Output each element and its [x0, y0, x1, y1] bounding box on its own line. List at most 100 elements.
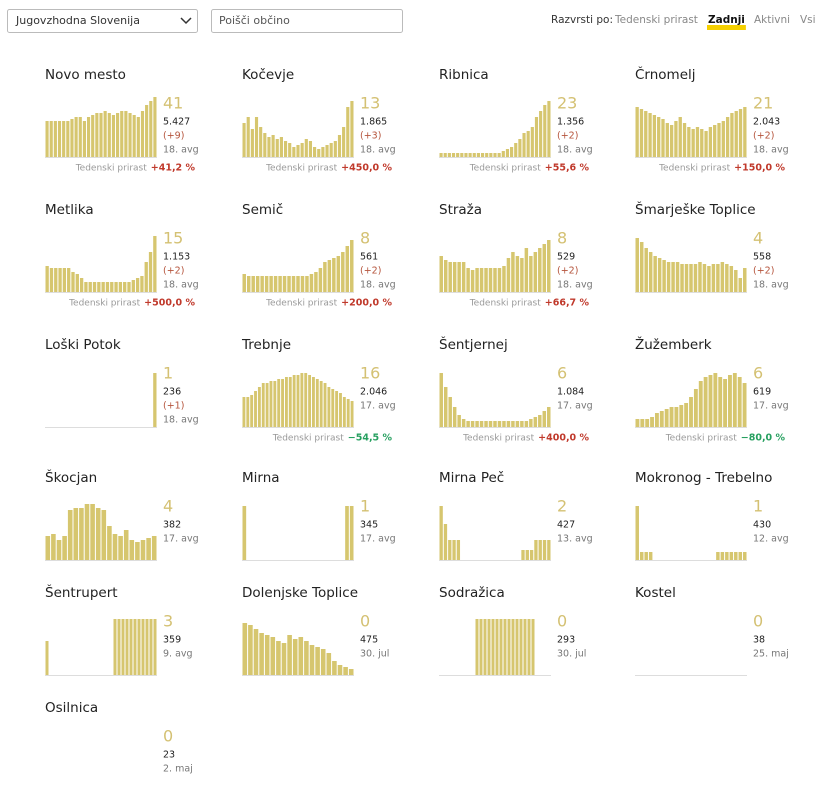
bar: [284, 377, 288, 427]
bar: [53, 121, 57, 157]
bar: [648, 252, 653, 292]
bar: [547, 240, 551, 292]
card-title: Mirna: [242, 470, 280, 486]
bar: [687, 127, 691, 157]
bar: [132, 115, 136, 157]
bar: [538, 540, 542, 560]
bar: [732, 373, 737, 427]
last-date: 25. maj: [753, 649, 789, 660]
bar: [721, 121, 725, 157]
bar: [118, 536, 123, 560]
bar: [309, 645, 315, 675]
bar: [487, 619, 491, 675]
bar: [476, 153, 480, 157]
bar: [691, 129, 695, 157]
last-date: 2. maj: [163, 764, 193, 775]
chevron: [180, 17, 192, 25]
bar: [70, 119, 74, 157]
sort-option[interactable]: Tedenski prirast: [614, 14, 698, 26]
bar: [296, 375, 300, 427]
bar: [547, 540, 551, 560]
bar: [547, 101, 551, 157]
bar: [738, 278, 743, 292]
bar: [539, 111, 543, 157]
bar: [123, 282, 127, 292]
bar: [493, 268, 497, 292]
bar: [265, 383, 269, 427]
region-select[interactable]: [7, 9, 198, 33]
bar: [312, 377, 315, 427]
card-title: Žužemberk: [635, 335, 712, 353]
latest-count: 0: [163, 727, 173, 746]
card-title: Kočevje: [242, 67, 294, 83]
bar: [457, 262, 461, 292]
bar: [153, 373, 157, 427]
bar: [121, 619, 125, 675]
bar: [652, 115, 657, 157]
growth-value: +41,2 %: [151, 163, 196, 174]
bar: [488, 268, 493, 292]
bar: [337, 135, 342, 157]
bar: [71, 272, 75, 292]
total-count: 430: [753, 520, 771, 531]
card-title: Sodražica: [439, 585, 505, 601]
bar: [698, 262, 702, 292]
bar: [112, 534, 118, 560]
bar: [547, 407, 551, 427]
sort-option[interactable]: Aktivni: [754, 14, 790, 26]
total-count: 359: [163, 635, 181, 646]
growth-label: Tedenski prirast: [469, 299, 542, 309]
bar: [275, 139, 279, 157]
bar: [332, 258, 336, 292]
bar: [443, 524, 448, 560]
bar: [505, 149, 510, 157]
bar: [635, 238, 639, 292]
bar: [519, 619, 523, 675]
total-count: 1.153: [163, 252, 190, 263]
total-count: 619: [753, 387, 771, 398]
total-count: 561: [360, 252, 378, 263]
last-date: 13. avg: [557, 534, 593, 545]
bar: [327, 387, 331, 427]
bar: [684, 403, 689, 427]
bar: [291, 276, 296, 292]
bar: [439, 153, 443, 157]
bar: [300, 143, 304, 157]
bar: [140, 111, 145, 157]
latest-count: 8: [360, 229, 370, 248]
bar: [288, 143, 292, 157]
bar: [460, 153, 464, 157]
bar: [315, 379, 319, 427]
last-date: 18. avg: [163, 280, 199, 291]
bar: [273, 276, 278, 292]
bar: [305, 276, 309, 292]
bar: [654, 413, 659, 427]
bar: [725, 117, 730, 157]
total-count: 529: [557, 252, 575, 263]
bar: [242, 123, 246, 157]
bar: [729, 266, 734, 292]
sort-option[interactable]: Vsi: [800, 14, 816, 26]
sort-option[interactable]: Zadnji: [708, 14, 745, 26]
bar: [511, 421, 515, 427]
bar: [457, 415, 461, 427]
bar: [101, 510, 107, 560]
bar: [447, 153, 451, 157]
bar: [84, 504, 90, 560]
bar: [518, 139, 522, 157]
bar: [292, 147, 296, 157]
bar: [318, 268, 323, 292]
bar: [91, 115, 95, 157]
bar: [461, 419, 466, 427]
daily-diff: (+3): [360, 131, 381, 142]
bar: [497, 153, 501, 157]
bar: [151, 536, 157, 560]
bar: [292, 639, 298, 675]
bar: [125, 619, 129, 675]
bar: [137, 619, 141, 675]
search-box[interactable]: [211, 9, 403, 33]
bar: [675, 262, 680, 292]
bar: [342, 127, 346, 157]
card-title: Trebnje: [241, 337, 291, 353]
